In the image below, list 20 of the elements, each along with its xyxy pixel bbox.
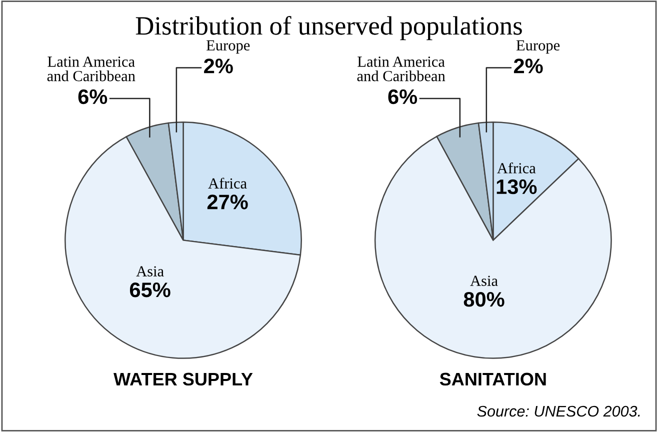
slice-label: Europe [206,40,250,54]
data-label: 2% [204,58,233,74]
data-label: 13% [496,179,537,194]
chart-title: Distribution of unserved populations [136,16,522,40]
slice-label: Europe [516,40,560,54]
slice-label: Africa [208,178,247,189]
slice-label: Latin America and Caribbean [357,56,446,82]
data-label: 65% [130,282,170,298]
source-note: Source: UNESCO 2003. [477,406,640,417]
data-label: 6% [78,89,108,104]
slice-label: Africa [497,162,536,174]
slice-label: Asia [470,276,498,286]
text: WATER SUPPLY [114,372,253,386]
data-label: 6% [388,89,418,104]
data-label: 80% [464,292,504,307]
slice-label: Latin America and Caribbean [47,56,136,82]
text: SANITATION [440,372,546,386]
data-label: 2% [514,58,543,74]
data-label: 27% [207,194,248,210]
slice-label: Asia [136,266,164,276]
